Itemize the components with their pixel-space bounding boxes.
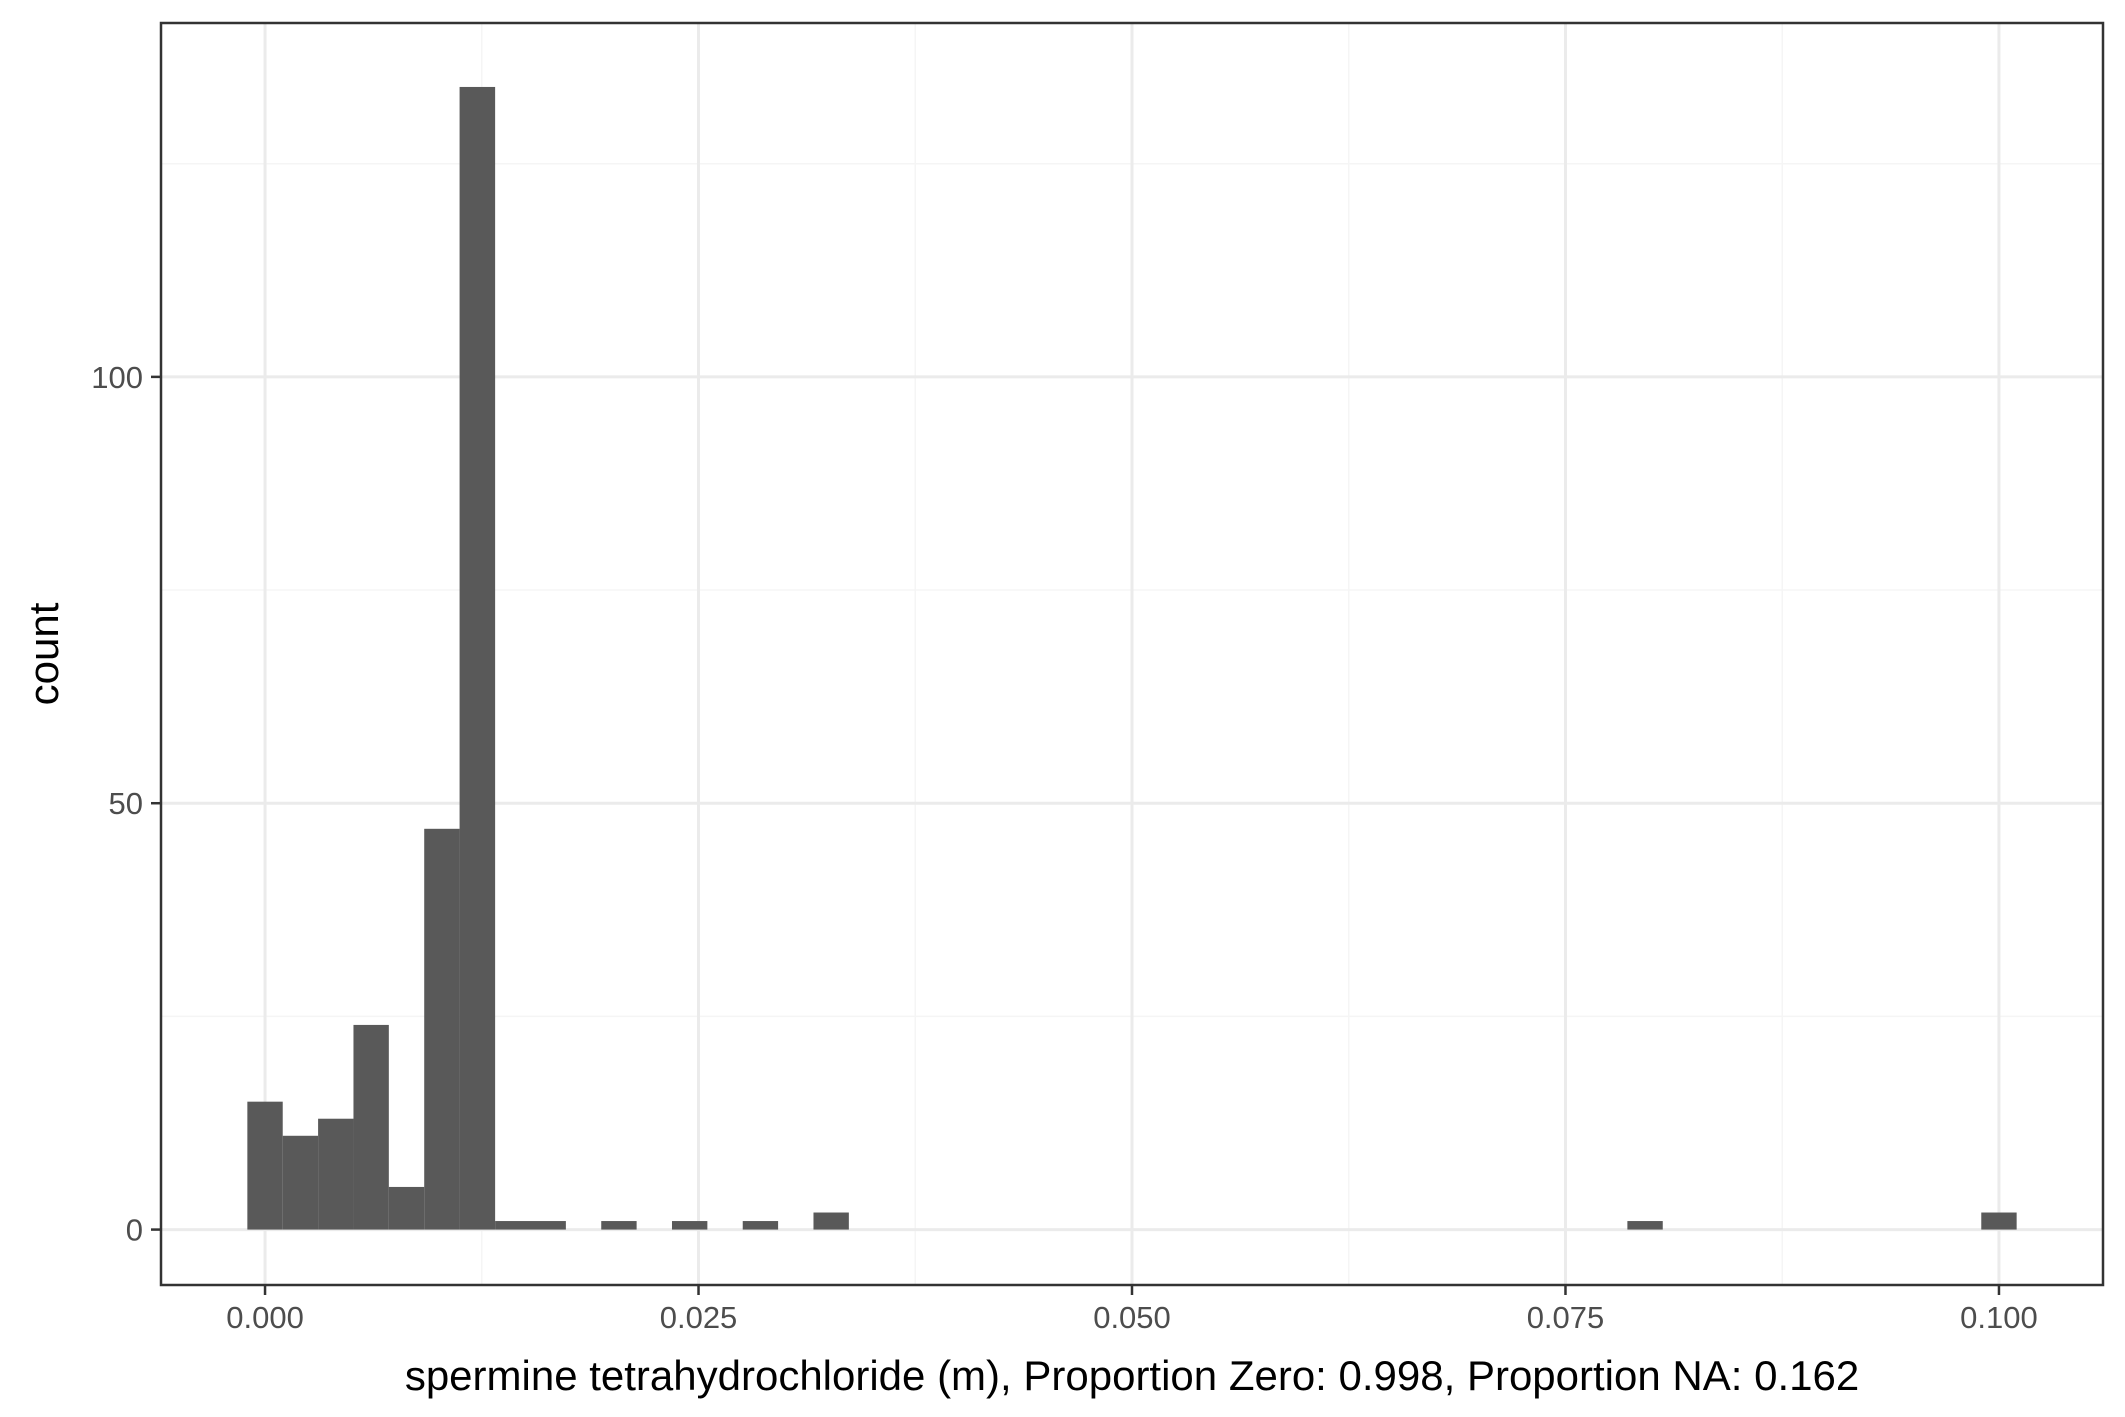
x-tick-label: 0.075	[1527, 1300, 1605, 1335]
histogram-bar	[813, 1212, 849, 1230]
y-axis-title: count	[20, 602, 67, 705]
x-axis: 0.000 0.025 0.050 0.075 0.100	[226, 1285, 2038, 1335]
histogram-bar	[530, 1221, 566, 1230]
histogram-bar	[282, 1135, 319, 1230]
x-tick-label: 0.100	[1960, 1300, 2038, 1335]
histogram-bar	[1627, 1221, 1663, 1230]
histogram-bar	[318, 1118, 354, 1230]
y-tick-label: 0	[126, 1213, 143, 1248]
y-tick-label: 100	[91, 360, 143, 395]
histogram-bar	[247, 1101, 283, 1230]
histogram-bar	[424, 828, 460, 1230]
histogram-bar	[601, 1221, 637, 1230]
histogram-bar	[1981, 1212, 2017, 1230]
x-tick-label: 0.050	[1093, 1300, 1171, 1335]
major-gridlines	[161, 23, 2103, 1285]
y-axis: 0 50 100	[91, 360, 161, 1248]
x-tick-label: 0.025	[660, 1300, 738, 1335]
x-axis-title: spermine tetrahydrochloride (m), Proport…	[405, 1352, 1859, 1399]
histogram-bar	[742, 1221, 779, 1230]
histogram-bar	[671, 1221, 708, 1230]
histogram-bar	[353, 1024, 389, 1230]
histogram-bar	[388, 1186, 425, 1230]
histogram-bar	[495, 1221, 531, 1230]
x-tick-label: 0.000	[226, 1300, 304, 1335]
y-tick-label: 50	[109, 786, 143, 821]
histogram-bars	[247, 86, 2017, 1230]
histogram-bar	[459, 86, 496, 1230]
